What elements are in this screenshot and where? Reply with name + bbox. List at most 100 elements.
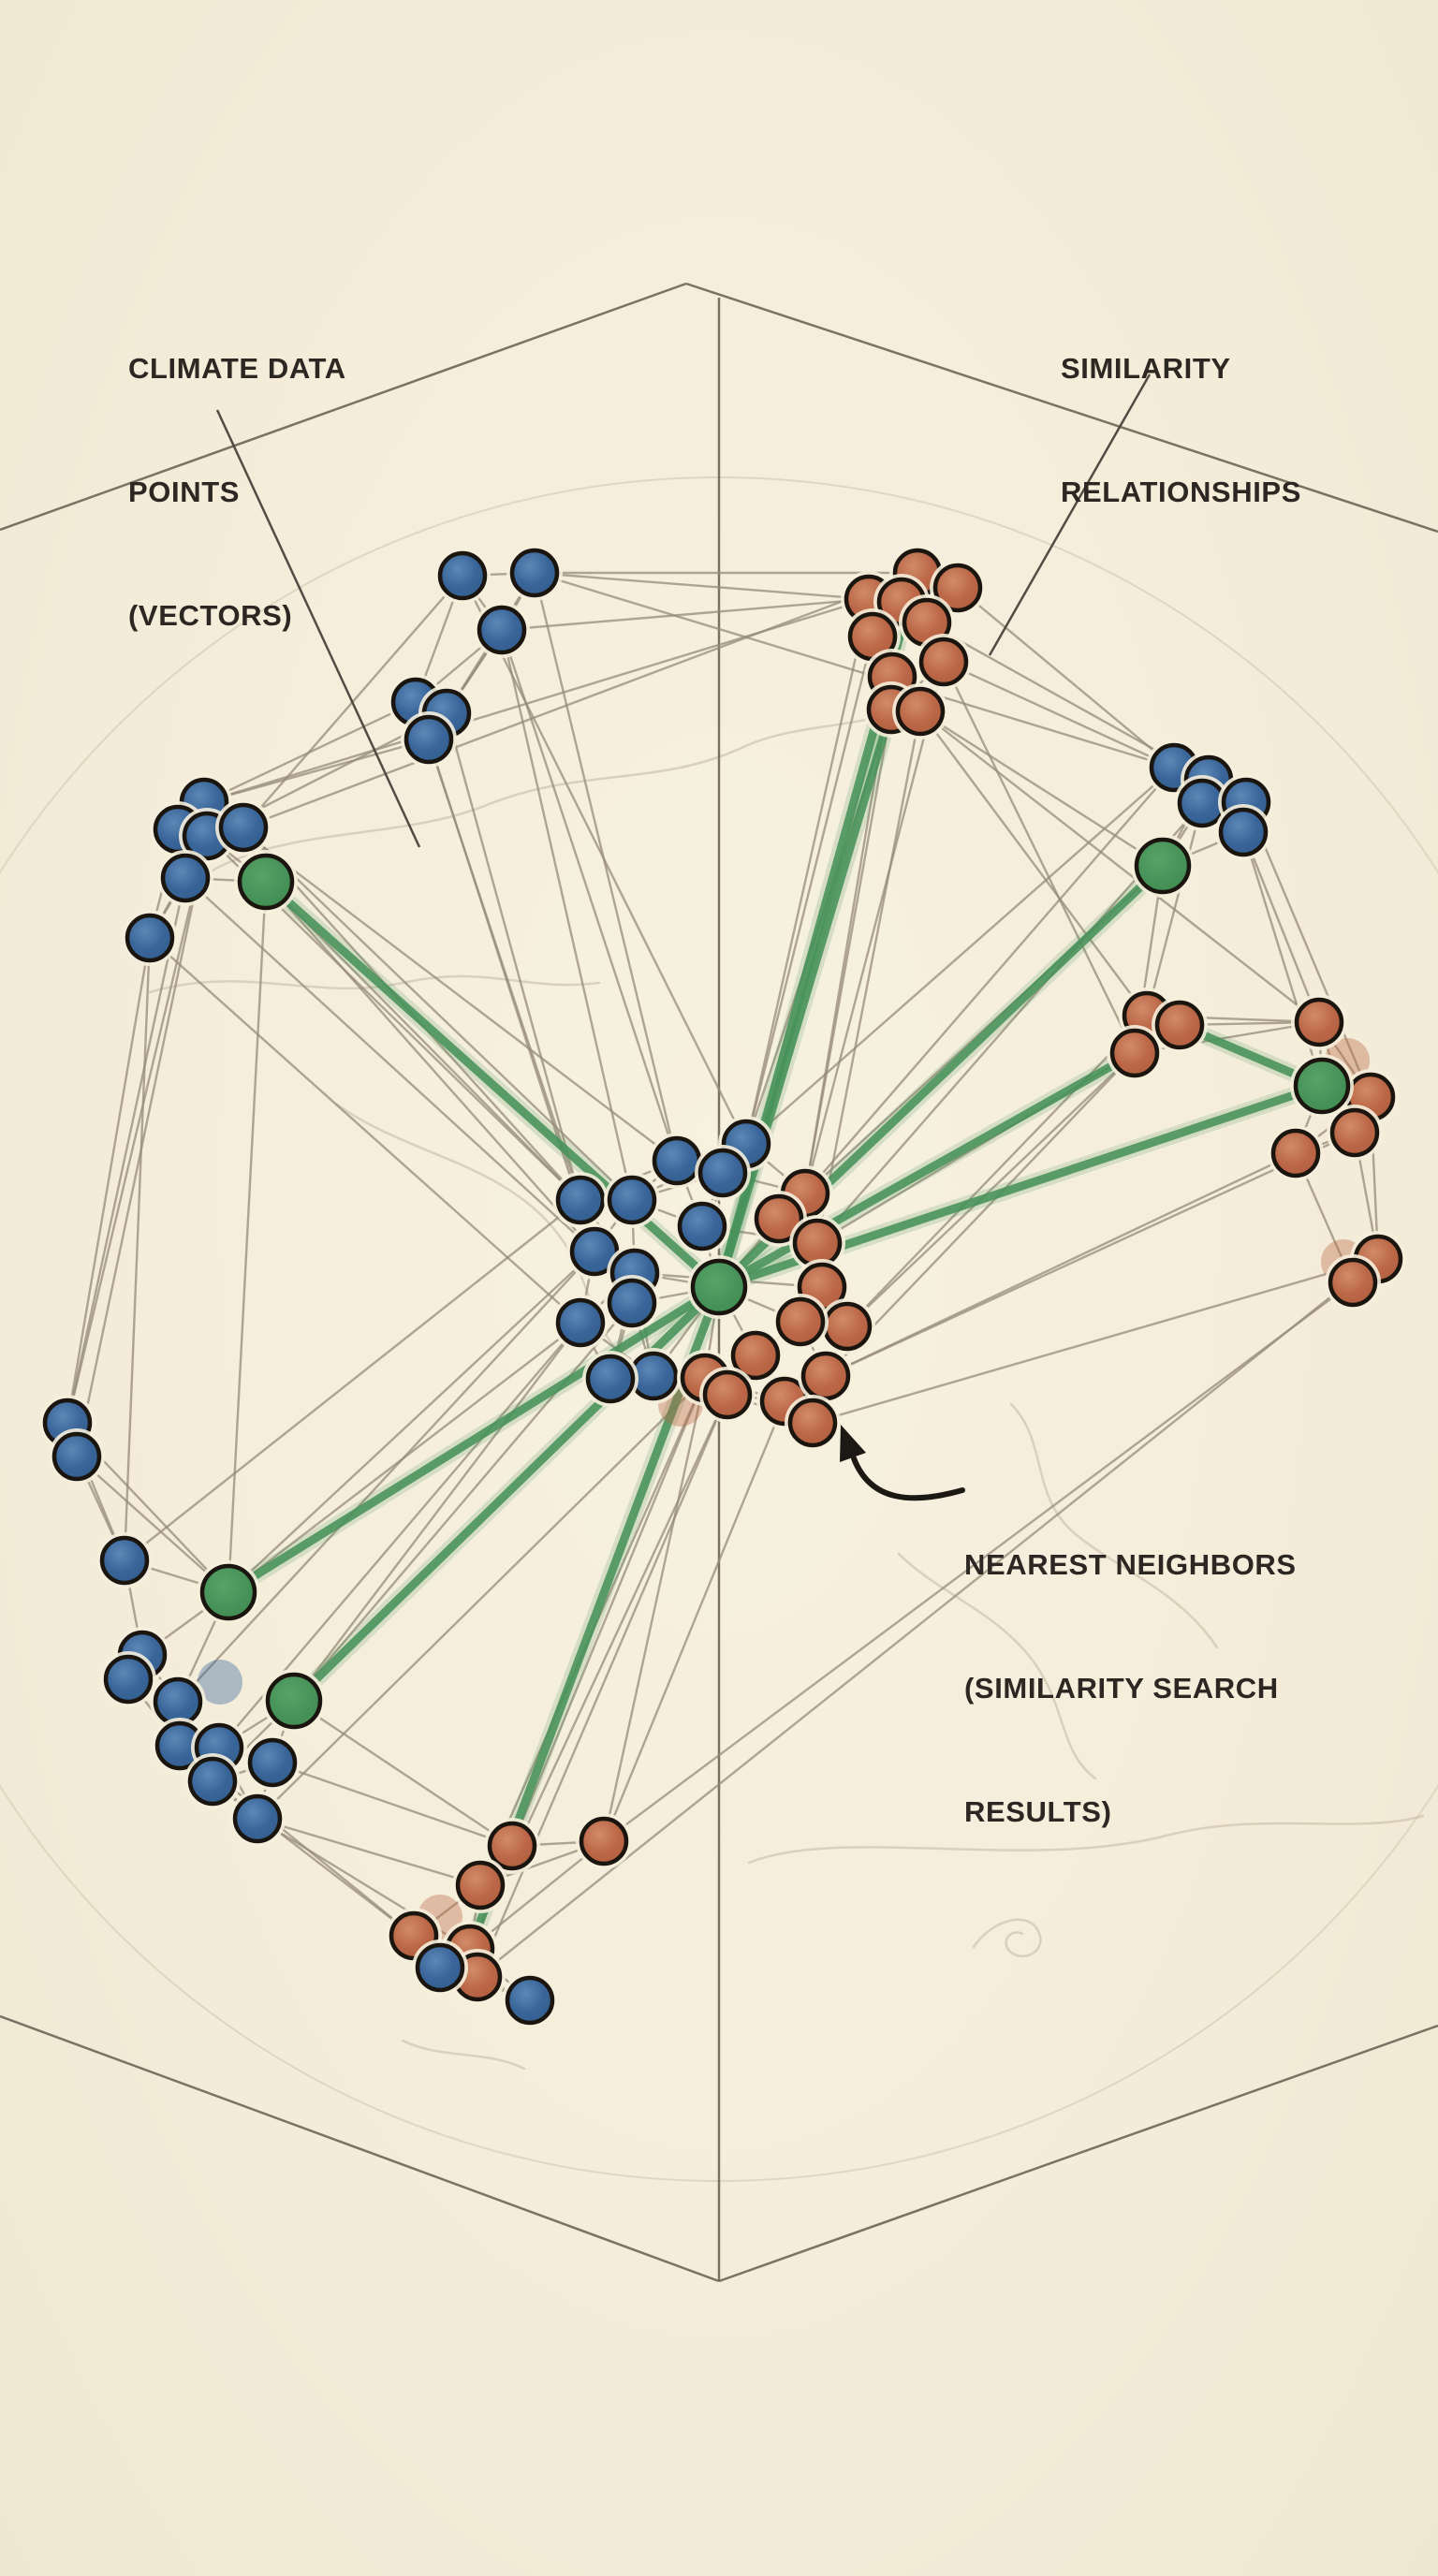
similarity-edge	[242, 827, 633, 1201]
similarity-edge	[1145, 802, 1204, 1017]
query-hub-node-green	[1293, 1057, 1351, 1115]
query-hub-node-green	[237, 853, 295, 911]
wireframe-edge	[0, 2014, 720, 2283]
similarity-edge	[177, 1251, 595, 1703]
similarity-edge	[943, 660, 1175, 769]
climate-vector-node-blue	[103, 1654, 154, 1705]
coastline-sketch	[148, 974, 601, 994]
coastline-sketch	[972, 1918, 1042, 1957]
climate-vector-node-orange	[822, 1301, 873, 1352]
wireframe-edge	[0, 282, 687, 532]
climate-vector-node-blue	[437, 550, 488, 601]
climate-vector-node-orange	[702, 1369, 753, 1420]
similarity-edge	[469, 1840, 605, 1950]
climate-vector-node-orange	[1329, 1107, 1380, 1158]
similarity-edge	[500, 629, 634, 1201]
climate-vector-node-blue	[505, 1975, 555, 2026]
label-line: RESULTS)	[964, 1795, 1112, 1828]
similarity-edge	[123, 937, 152, 1561]
ghost-blue-node	[198, 1660, 242, 1705]
climate-vector-node-blue	[585, 1354, 636, 1404]
label-line: CLIMATE DATA	[128, 352, 346, 385]
similarity-edge	[66, 937, 152, 1424]
similarity-edge	[414, 701, 582, 1201]
similarity-edge	[603, 1281, 1354, 1842]
similarity-edge	[744, 636, 874, 1145]
climate-vector-node-blue	[677, 1201, 727, 1251]
climate-vector-node-blue	[1218, 807, 1269, 857]
similarity-edge	[825, 1131, 1356, 1378]
similarity-edge	[534, 571, 870, 601]
similarity-edge	[919, 710, 1320, 1023]
similarity-edge	[1244, 801, 1372, 1098]
annotation-arrow	[851, 1456, 965, 1501]
similarity-edge	[846, 1052, 1136, 1327]
climate-vector-node-orange	[730, 1330, 781, 1381]
similarity-edge	[257, 1377, 706, 1820]
similarity-edge	[812, 1257, 1379, 1425]
similarity-edge	[66, 835, 209, 1424]
similarity-edge	[75, 835, 209, 1457]
similarity-edge	[602, 1377, 707, 1842]
similarity-edge	[510, 1377, 707, 1847]
climate-vector-node-blue	[607, 1278, 657, 1328]
similarity-edge	[957, 587, 1175, 768]
label-nearest-neighbors: NEAREST NEIGHBORS (SIMILARITY SEARCH RES…	[964, 1462, 1297, 1915]
query-hub-node-green	[1134, 837, 1192, 895]
climate-vector-node-blue	[51, 1431, 102, 1482]
similarity-edge	[919, 710, 1148, 1017]
climate-vector-node-orange	[800, 1351, 851, 1401]
nn-edge	[714, 1048, 1139, 1292]
similarity-edge	[227, 881, 268, 1593]
climate-vector-node-blue	[125, 913, 175, 963]
label-line: NEAREST NEIGHBORS	[964, 1548, 1297, 1581]
query-hub-node-green	[690, 1258, 748, 1316]
coastline-sketch	[401, 2039, 526, 2071]
similarity-edge	[476, 1394, 729, 1978]
climate-vector-node-blue	[477, 605, 527, 655]
similarity-edge	[265, 881, 595, 1252]
climate-vector-node-orange	[1154, 1000, 1205, 1050]
similarity-edge	[445, 712, 582, 1201]
similarity-edge	[804, 767, 1175, 1194]
query-hub-node-green	[199, 1563, 257, 1621]
climate-vector-node-blue	[247, 1737, 298, 1788]
climate-vector-node-orange	[1294, 997, 1344, 1047]
similarity-edge	[293, 1322, 581, 1702]
coastline-sketch	[897, 1552, 1097, 1780]
similarity-edge	[242, 571, 918, 829]
climate-vector-node-blue	[697, 1148, 748, 1198]
similarity-edge	[534, 571, 1175, 769]
query-hub-node-green	[265, 1672, 323, 1730]
nn-edge	[714, 705, 896, 1292]
climate-vector-node-blue	[509, 548, 560, 598]
similarity-edge	[265, 881, 581, 1201]
climate-vector-node-blue	[187, 1756, 238, 1807]
climate-vector-node-blue	[218, 802, 269, 853]
climate-vector-node-blue	[232, 1793, 283, 1844]
label-line: (SIMILARITY SEARCH	[964, 1672, 1279, 1705]
climate-vector-node-orange	[775, 1296, 826, 1347]
label-line: POINTS	[128, 476, 241, 508]
nn-edge	[224, 1282, 724, 1597]
climate-vector-node-orange	[918, 637, 969, 687]
climate-vector-node-blue	[404, 714, 454, 765]
label-similarity-relationships: SIMILARITY RELATIONSHIPS	[1061, 266, 1301, 595]
climate-vector-node-blue	[415, 1942, 465, 1993]
climate-vector-node-blue	[99, 1535, 150, 1586]
coastline-sketch	[747, 1814, 1425, 1865]
similarity-edge	[76, 1456, 229, 1593]
climate-vector-node-blue	[607, 1175, 657, 1225]
climate-vector-node-orange	[1109, 1028, 1160, 1078]
climate-vector-node-blue	[1177, 778, 1227, 828]
similarity-edge	[293, 1700, 513, 1847]
climate-vector-node-orange	[787, 1398, 838, 1448]
similarity-edge	[184, 877, 595, 1252]
label-climate-data-points: CLIMATE DATA POINTS (VECTORS)	[128, 266, 346, 719]
similarity-edge	[942, 661, 1137, 1054]
wireframe-edge	[718, 2024, 1438, 2283]
similarity-edge	[846, 1015, 1148, 1327]
label-leader-line	[988, 373, 1152, 656]
